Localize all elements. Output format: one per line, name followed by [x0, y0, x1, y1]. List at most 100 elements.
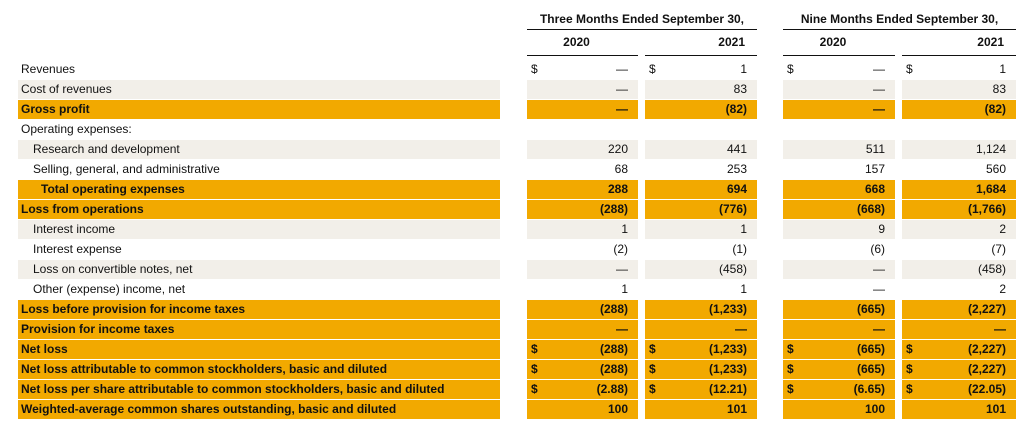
value: — — [616, 262, 628, 276]
row-label: Loss on convertible notes, net — [33, 262, 193, 276]
row-label: Total operating expenses — [41, 182, 185, 196]
value-cell — [645, 100, 757, 119]
value: (665) — [856, 362, 885, 376]
currency-symbol: $ — [531, 362, 538, 376]
value: 253 — [726, 162, 747, 176]
value: 1 — [740, 282, 747, 296]
value-cell — [527, 180, 638, 199]
value-cell — [783, 80, 895, 99]
value: — — [873, 102, 885, 116]
value: (288) — [599, 202, 628, 216]
value: 1 — [740, 62, 747, 76]
currency-symbol: $ — [787, 362, 794, 376]
value-cell — [645, 220, 757, 239]
value: 100 — [607, 402, 628, 416]
row-label: Interest income — [33, 222, 116, 236]
value-cell — [902, 80, 1016, 99]
row-label: Cost of revenues — [21, 82, 112, 96]
value: — — [873, 82, 885, 96]
value-cell — [902, 360, 1016, 379]
value: (12.21) — [708, 382, 747, 396]
value-cell — [783, 100, 895, 119]
value-cell — [783, 180, 895, 199]
row-label: Provision for income taxes — [21, 322, 175, 336]
value-cell — [902, 320, 1016, 339]
row-label-cell — [18, 80, 500, 99]
row-label-cell — [18, 400, 500, 419]
value-cell — [527, 80, 638, 99]
row-label-cell — [18, 220, 500, 239]
value: 441 — [726, 142, 747, 156]
value-cell — [527, 140, 638, 159]
value: (288) — [599, 302, 628, 316]
value: 1 — [740, 222, 747, 236]
value: 560 — [985, 162, 1006, 176]
row-label: Loss before provision for income taxes — [21, 302, 246, 316]
value: 1 — [621, 222, 628, 236]
group-rule — [527, 29, 757, 30]
value: 1 — [621, 282, 628, 296]
value: (458) — [718, 262, 747, 276]
value-cell — [902, 200, 1016, 219]
value-cell — [645, 80, 757, 99]
row-label: Interest expense — [33, 242, 122, 256]
value: — — [616, 102, 628, 116]
value-cell — [645, 140, 757, 159]
value-cell — [645, 320, 757, 339]
value-cell — [645, 380, 757, 399]
row-label-cell — [18, 100, 500, 119]
row-label-cell — [18, 200, 500, 219]
value-cell — [902, 220, 1016, 239]
value-cell — [527, 400, 638, 419]
value: — — [873, 282, 885, 296]
value-cell — [783, 380, 895, 399]
currency-symbol: $ — [906, 342, 913, 356]
value-cell — [645, 360, 757, 379]
value: — — [873, 322, 885, 336]
currency-symbol: $ — [531, 382, 538, 396]
value-cell — [783, 300, 895, 319]
value-cell — [902, 140, 1016, 159]
year-header: 2020 — [563, 35, 590, 49]
value: (1,233) — [708, 362, 747, 376]
currency-symbol: $ — [787, 342, 794, 356]
value: 694 — [726, 182, 747, 196]
row-label: Net loss per share attributable to commo… — [21, 382, 445, 396]
value-cell — [783, 360, 895, 379]
currency-symbol: $ — [906, 62, 913, 76]
value: — — [994, 322, 1006, 336]
row-label-cell — [18, 180, 500, 199]
value: 668 — [864, 182, 885, 196]
value: 100 — [864, 402, 885, 416]
value: (82) — [984, 102, 1006, 116]
value-cell — [527, 340, 638, 359]
value: (776) — [718, 202, 747, 216]
value: (7) — [991, 242, 1006, 256]
value: — — [873, 262, 885, 276]
value: (1,233) — [708, 342, 747, 356]
row-label: Weighted-average common shares outstandi… — [21, 402, 397, 416]
year-header: 2020 — [819, 35, 847, 49]
value-cell — [527, 360, 638, 379]
row-label: Selling, general, and administrative — [33, 162, 220, 176]
row-label-cell — [18, 140, 500, 159]
value: 2 — [999, 282, 1006, 296]
column-group-header: Three Months Ended September 30, — [539, 12, 745, 26]
value: 9 — [878, 222, 885, 236]
value: (1,233) — [708, 302, 747, 316]
value-cell — [783, 220, 895, 239]
header-rule — [902, 55, 1016, 56]
row-label: Loss from operations — [21, 202, 144, 216]
currency-symbol: $ — [787, 382, 794, 396]
value: 68 — [614, 162, 628, 176]
value: (82) — [725, 102, 747, 116]
value: (2,227) — [967, 362, 1006, 376]
value-cell — [783, 400, 895, 419]
value: 1,684 — [975, 182, 1006, 196]
header-rule — [783, 55, 895, 56]
value: (458) — [977, 262, 1006, 276]
currency-symbol: $ — [649, 382, 656, 396]
value: (668) — [856, 202, 885, 216]
value: (1) — [732, 242, 747, 256]
currency-symbol: $ — [531, 342, 538, 356]
